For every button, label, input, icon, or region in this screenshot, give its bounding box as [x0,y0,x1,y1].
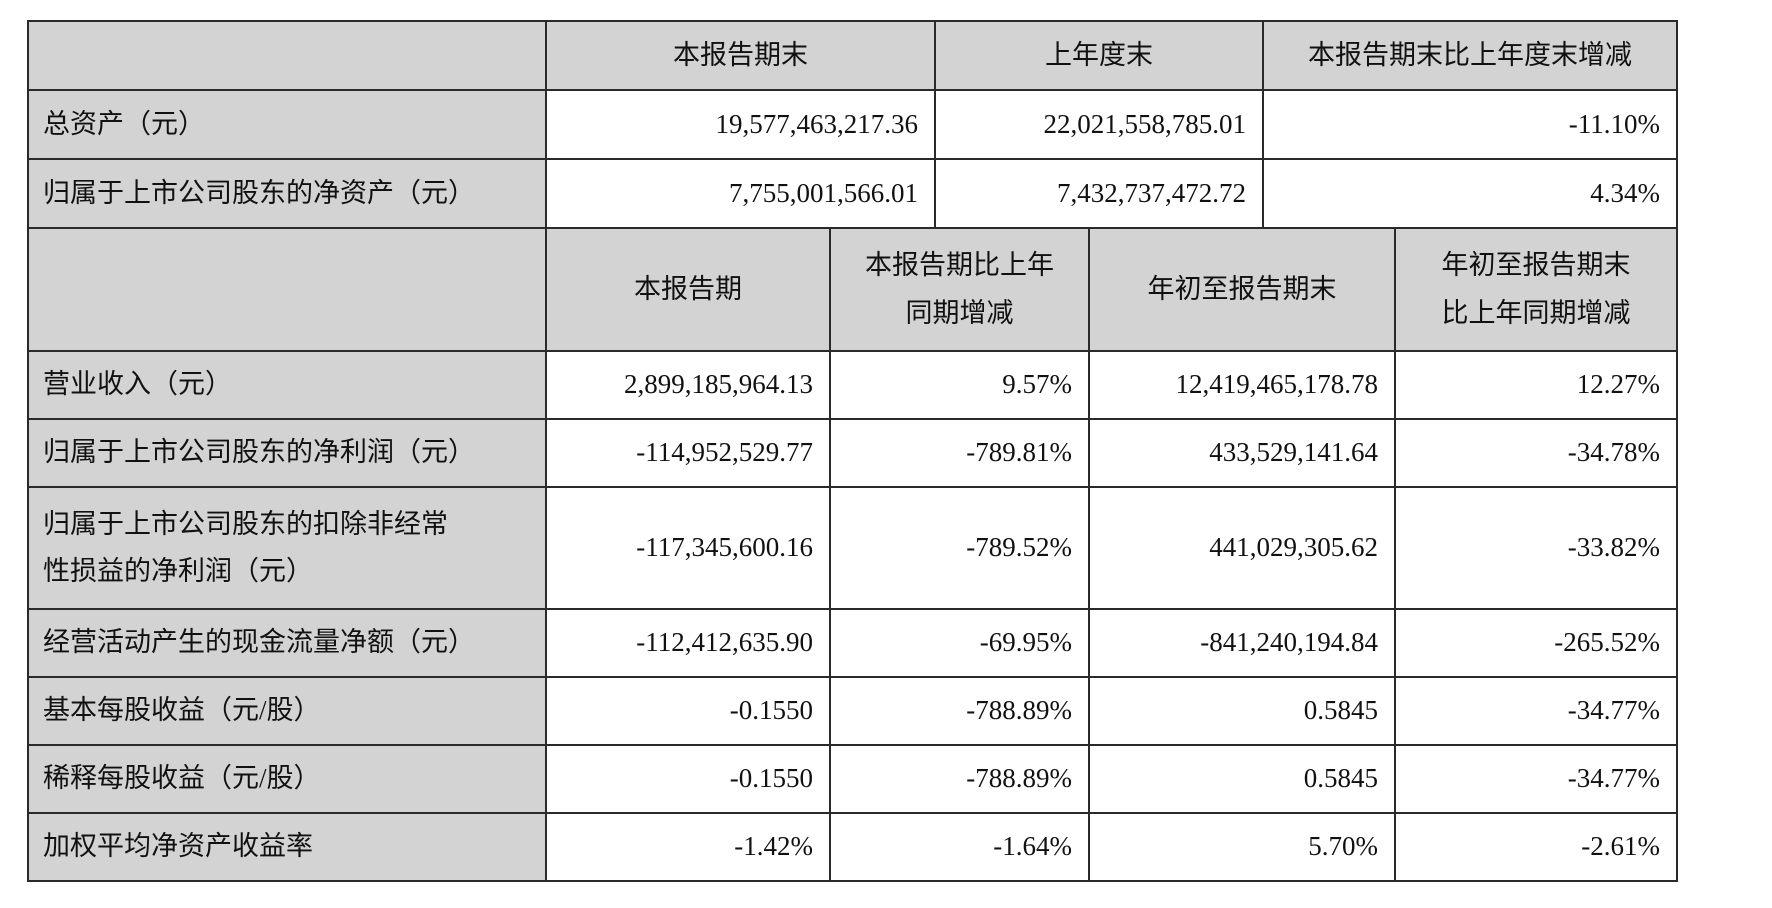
table-row: 归属于上市公司股东的净利润（元） -114,952,529.77 -789.81… [27,418,1678,488]
header-line: 本报告期比上年 [865,250,1054,281]
cell-current: 19,577,463,217.36 [545,89,936,160]
cell-period-change: 9.57% [829,350,1090,420]
header-current-period-end: 本报告期末 [545,20,936,91]
header-blank [27,20,547,91]
cell-period: -114,952,529.77 [545,418,831,488]
cell-ytd-change: -34.77% [1394,676,1678,746]
cell-ytd-change: -33.82% [1394,486,1678,610]
table-row: 经营活动产生的现金流量净额（元） -112,412,635.90 -69.95%… [27,608,1678,678]
header-line: 比上年同期增减 [1441,297,1631,328]
cell-change: -11.10% [1262,89,1678,160]
cell-ytd: -841,240,194.84 [1088,608,1396,678]
income-statement-table: 本报告期 本报告期比上年 同期增减 年初至报告期末 年初至报告期末 比上年同期增… [27,227,1678,882]
cell-ytd-change: -2.61% [1394,812,1678,882]
row-label: 总资产（元） [27,89,547,160]
table-row: 基本每股收益（元/股） -0.1550 -788.89% 0.5845 -34.… [27,676,1678,746]
cell-change: 4.34% [1262,158,1678,229]
cell-current: 7,755,001,566.01 [545,158,936,229]
table-row: 加权平均净资产收益率 -1.42% -1.64% 5.70% -2.61% [27,812,1678,882]
header-current-period: 本报告期 [545,227,831,352]
table-row: 归属于上市公司股东的扣除非经常 性损益的净利润（元） -117,345,600.… [27,486,1678,610]
cell-period-change: -788.89% [829,744,1090,814]
cell-period-change: -788.89% [829,676,1090,746]
row-label: 归属于上市公司股东的净利润（元） [27,418,547,488]
cell-period: -112,412,635.90 [545,608,831,678]
cell-ytd: 0.5845 [1088,744,1396,814]
cell-ytd: 12,419,465,178.78 [1088,350,1396,420]
header-ytd: 年初至报告期末 [1088,227,1396,352]
row-label: 经营活动产生的现金流量净额（元） [27,608,547,678]
cell-ytd-change: -34.78% [1394,418,1678,488]
row-label: 归属于上市公司股东的净资产（元） [27,158,547,229]
cell-period-change: -1.64% [829,812,1090,882]
row-label: 归属于上市公司股东的扣除非经常 性损益的净利润（元） [27,486,547,610]
cell-ytd: 433,529,141.64 [1088,418,1396,488]
header-line: 同期增减 [905,297,1014,328]
cell-ytd-change: -265.52% [1394,608,1678,678]
cell-ytd: 441,029,305.62 [1088,486,1396,610]
header-blank [27,227,547,352]
cell-ytd-change: -34.77% [1394,744,1678,814]
cell-period: -0.1550 [545,676,831,746]
balance-sheet-table: 本报告期末 上年度末 本报告期末比上年度末增减 总资产（元） 19,577,46… [27,20,1678,229]
header-line: 年初至报告期末 [1441,250,1631,281]
cell-period: -0.1550 [545,744,831,814]
header-ytd-change: 年初至报告期末 比上年同期增减 [1394,227,1678,352]
label-line: 性损益的净利润（元） [43,556,313,586]
cell-prior-year-end: 22,021,558,785.01 [934,89,1264,160]
row-label: 营业收入（元） [27,350,547,420]
cell-period: 2,899,185,964.13 [545,350,831,420]
cell-period: -1.42% [545,812,831,882]
header-period-change: 本报告期比上年 同期增减 [829,227,1090,352]
header-prior-year-end: 上年度末 [934,20,1264,91]
row-label: 加权平均净资产收益率 [27,812,547,882]
header-change-vs-prior-year-end: 本报告期末比上年度末增减 [1262,20,1678,91]
cell-period-change: -789.52% [829,486,1090,610]
table-row: 营业收入（元） 2,899,185,964.13 9.57% 12,419,46… [27,350,1678,420]
cell-ytd: 0.5845 [1088,676,1396,746]
cell-ytd-change: 12.27% [1394,350,1678,420]
cell-period: -117,345,600.16 [545,486,831,610]
cell-period-change: -69.95% [829,608,1090,678]
cell-period-change: -789.81% [829,418,1090,488]
balance-header-row: 本报告期末 上年度末 本报告期末比上年度末增减 [27,20,1678,91]
label-line: 归属于上市公司股东的扣除非经常 [43,508,448,539]
financial-data-table: 本报告期末 上年度末 本报告期末比上年度末增减 总资产（元） 19,577,46… [27,20,1678,882]
income-header-row: 本报告期 本报告期比上年 同期增减 年初至报告期末 年初至报告期末 比上年同期增… [27,227,1678,352]
table-row: 归属于上市公司股东的净资产（元） 7,755,001,566.01 7,432,… [27,158,1678,229]
table-row: 总资产（元） 19,577,463,217.36 22,021,558,785.… [27,89,1678,160]
table-row: 稀释每股收益（元/股） -0.1550 -788.89% 0.5845 -34.… [27,744,1678,814]
row-label: 基本每股收益（元/股） [27,676,547,746]
cell-prior-year-end: 7,432,737,472.72 [934,158,1264,229]
row-label: 稀释每股收益（元/股） [27,744,547,814]
cell-ytd: 5.70% [1088,812,1396,882]
